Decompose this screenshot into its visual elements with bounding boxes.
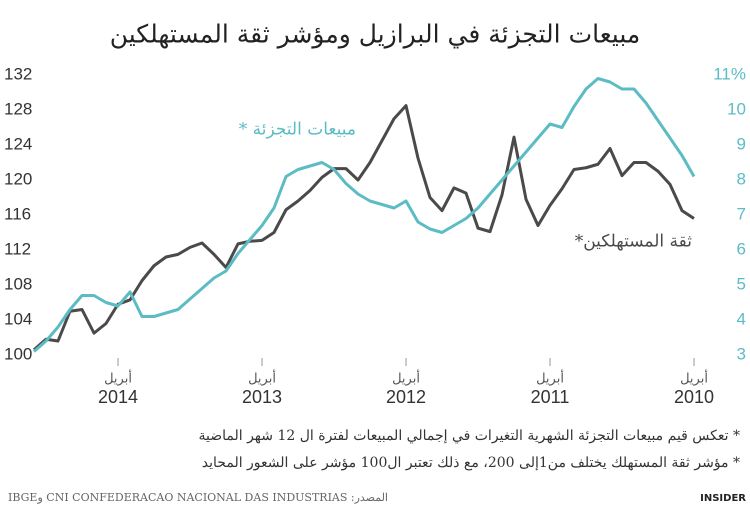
y2-tick-label: 9 xyxy=(737,134,746,153)
y2-tick-label: 7 xyxy=(737,204,746,223)
y2-tick-label: 6 xyxy=(737,239,746,258)
series-line xyxy=(33,77,696,353)
y2-tick-label: 10 xyxy=(727,99,746,118)
y2-tick-label: 8 xyxy=(737,169,746,188)
year-label: 2011 xyxy=(531,387,570,407)
x-tick-label: أبريل xyxy=(104,370,132,387)
chart-title: مبيعات التجزئة في البرازيل ومؤشر ثقة الم… xyxy=(110,20,641,50)
y2-tick-label: 4 xyxy=(737,309,746,328)
year-label: 2012 xyxy=(386,387,426,407)
y2-tick-label: 5 xyxy=(737,274,746,293)
y-tick-label: 128 xyxy=(4,99,32,118)
series-line xyxy=(33,104,695,351)
x-tick-label: أبريل xyxy=(680,370,708,387)
source: المصدر: CNI CONFEDERACAO NACIONAL DAS IN… xyxy=(8,491,388,504)
series-label: مبيعات التجزئة * xyxy=(239,120,356,140)
y-tick-label: 132 xyxy=(4,64,32,83)
y-tick-label: 124 xyxy=(4,134,32,153)
series-label: ثقة المستهلكين* xyxy=(575,232,693,252)
x-tick-label: أبريل xyxy=(536,370,564,387)
y-tick-label: 100 xyxy=(4,344,32,363)
x-tick-label: أبريل xyxy=(248,370,276,387)
y2-tick-label: 11% xyxy=(713,64,746,83)
y-tick-label: 112 xyxy=(4,239,31,258)
x-tick-label: أبريل xyxy=(392,370,420,387)
year-label: 2014 xyxy=(98,387,138,407)
y2-tick-label: 3 xyxy=(737,344,746,363)
year-label: 2010 xyxy=(674,387,714,407)
y-tick-label: 116 xyxy=(4,204,31,223)
y-tick-label: 120 xyxy=(4,169,32,188)
brand: INSIDER xyxy=(700,493,746,504)
y-tick-label: 108 xyxy=(4,274,32,293)
year-label: 2013 xyxy=(242,387,282,407)
y-tick-label: 104 xyxy=(4,309,32,328)
footnote: * مؤشر ثقة المستهلك يختلف من1إلى 200، مع… xyxy=(202,455,740,471)
footnote: * تعكس قيم مبيعات التجزئة الشهرية التغير… xyxy=(198,428,740,444)
